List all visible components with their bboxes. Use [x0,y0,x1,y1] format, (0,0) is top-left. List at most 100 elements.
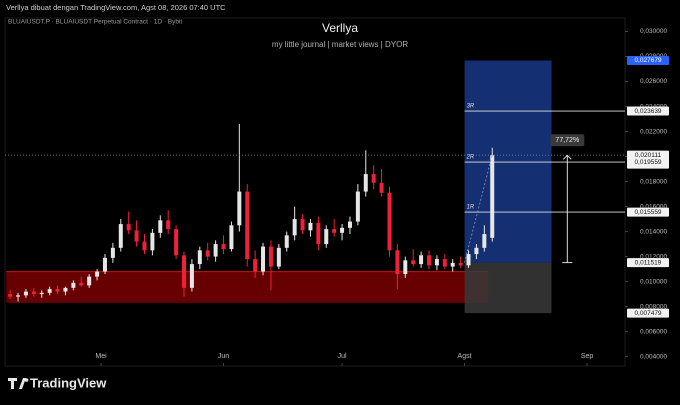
measure-arrow [562,154,572,160]
candle-body [276,247,281,267]
candle-body [23,291,28,296]
candle-body [174,229,179,256]
price-tag-label: 0,011519 [635,259,662,266]
candle-body [347,221,352,228]
candle-body [102,257,107,272]
candle-body [355,191,360,222]
chart-subtitle: my little journal | market views | DYOR [272,40,408,49]
candle-body [166,220,171,230]
price-tag-label: 0,020111 [635,152,662,159]
candle-body [419,255,424,265]
price-tag-label: 0,019559 [634,159,661,166]
plot-frame [4,17,626,367]
x-tick-label: Mei [95,353,107,360]
level-label: 3R [467,104,475,110]
price-tag-label: 0,007479 [634,310,661,317]
candle-body [482,234,487,248]
candle-body [55,289,60,292]
target-box [464,60,552,263]
x-tick-label: Jul [338,353,347,360]
y-tick-label: 0,026000 [640,78,667,85]
y-tick-label: 0,008000 [640,303,667,310]
level-label: 1R [467,205,475,211]
y-tick-label: 0,014000 [640,228,667,235]
candle-body [340,227,345,233]
candle-body [95,271,100,277]
candle-body [245,191,250,260]
candle-body [158,220,163,233]
measure-label: 77,72% [555,137,579,144]
candle-body [268,246,273,267]
candle-body [253,259,258,272]
y-tick-label: 0,004000 [640,353,667,360]
candle-body [300,219,305,231]
chart-title: Verllya [322,21,358,35]
price-tag [627,157,669,167]
candle-body [110,247,115,258]
candle-body [237,191,242,226]
candle-body [450,262,455,267]
candle-body [411,260,416,265]
stop-box [464,262,552,314]
price-tag [627,308,669,318]
candle-body [490,155,495,238]
candle-body [466,254,471,266]
candle-body [197,250,202,265]
candle-body [403,260,408,275]
x-tick-label: Agst [458,353,472,360]
price-tag [627,106,669,116]
price-tag [627,207,669,217]
y-tick-label: 0,012000 [640,253,667,260]
candle-body [316,222,321,245]
candle-body [363,174,368,192]
candle-body [126,224,131,231]
symbol: BLUAIUSDT.P · BLUAIUSDT Perpetual Contra… [8,19,182,26]
candle-body [324,229,329,245]
candle-body [261,246,266,272]
y-tick-label: 0,016000 [640,203,667,210]
price-tag-label: 0,015559 [634,209,661,216]
level-label: 2R [466,155,475,161]
header: Verllya dibuat dengan TradingView.com, A… [6,3,226,12]
candle-body [221,244,226,250]
candle-body [213,244,218,257]
candle-body [189,264,194,288]
projection [464,155,493,263]
candle-body [332,229,337,233]
zone [6,271,489,303]
price-tag [627,56,669,66]
candle-body [474,247,479,255]
candle-body [31,291,36,295]
x-tick-label: Jun [218,353,229,360]
brand: TradingView [30,375,107,390]
candle-body [87,276,92,286]
candle-body [284,235,289,248]
candle-body [182,255,187,288]
candle-body [427,255,432,266]
candle-body [142,241,147,251]
candle-body [79,282,84,286]
candle-body [458,262,463,266]
candle-body [434,259,439,266]
candle-body [8,294,13,297]
price-tag-label: 0,027679 [634,57,661,64]
candle-body [118,224,123,248]
candle-body [16,295,21,297]
candle-body [229,225,234,250]
candle-body [387,192,392,251]
logo [8,378,29,389]
candle-body [308,222,313,231]
y-tick-label: 0,018000 [640,178,667,185]
candle-body [63,287,68,292]
candle-body [205,250,210,257]
logo-icon [8,378,27,389]
candle-body [442,259,447,267]
measure-box [550,134,585,147]
candle-body [150,232,155,251]
candle-body [395,250,400,275]
y-tick-label: 0,010000 [640,278,667,285]
candle-body [292,219,297,236]
